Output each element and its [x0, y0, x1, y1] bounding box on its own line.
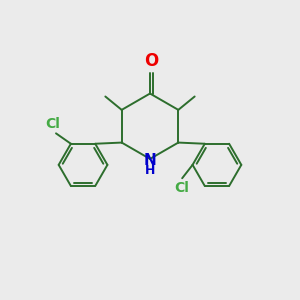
Text: O: O [144, 52, 159, 70]
Text: N: N [144, 153, 156, 168]
Text: Cl: Cl [45, 117, 60, 131]
Text: H: H [145, 164, 155, 177]
Text: Cl: Cl [175, 181, 190, 195]
